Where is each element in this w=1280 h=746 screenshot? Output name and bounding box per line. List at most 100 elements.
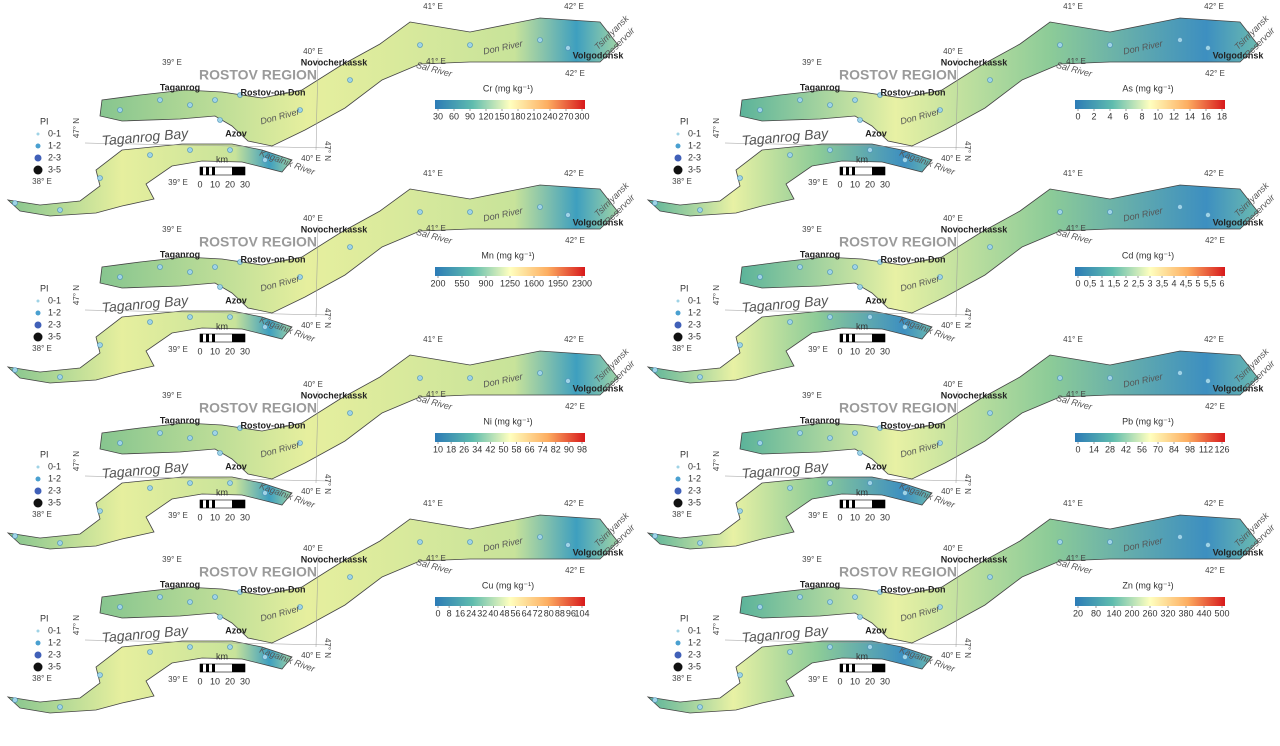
colorbar-tick-label: 26 <box>459 444 469 454</box>
legend-label: 2-3 <box>48 152 61 162</box>
colorbar-title: Cu (mg kg⁻¹) <box>482 580 534 590</box>
coordinate-label: 40° E <box>941 487 961 496</box>
coordinate-label: 42° E <box>1204 335 1224 344</box>
sample-point <box>697 374 703 380</box>
scale-bar-title: km <box>216 487 228 497</box>
coordinate-label: 47° N <box>712 118 721 138</box>
graticule <box>955 390 959 484</box>
graticule <box>955 224 959 318</box>
coordinate-label: 38° E <box>32 510 52 519</box>
scale-bar-segment <box>206 167 209 175</box>
coordinate-label: 42° E <box>564 335 584 344</box>
legend-label: 1-2 <box>688 473 701 483</box>
scale-bar-label: 0 <box>197 179 202 189</box>
colorbar-title: Zn (mg kg⁻¹) <box>1122 580 1173 590</box>
coordinate-label: 47° N <box>963 308 972 328</box>
sample-point <box>902 157 908 163</box>
coordinate-label: 41° E <box>426 554 446 563</box>
colorbar-tick-label: 270 <box>558 111 573 121</box>
legend-label: 3-5 <box>48 497 61 507</box>
sample-point <box>227 147 233 153</box>
coordinate-label: 42° E <box>565 69 585 78</box>
coordinate-label: 41° E <box>1066 57 1086 66</box>
colorbar-tick-label: 80 <box>1091 608 1101 618</box>
coordinate-label: 47° N <box>72 118 81 138</box>
colorbar-tick-label: 140 <box>1106 608 1121 618</box>
colorbar-tick-label: 112 <box>1199 444 1213 454</box>
sample-point <box>12 367 18 373</box>
sample-point <box>1205 378 1211 384</box>
sample-point <box>827 102 833 108</box>
coordinate-label: 42° E <box>1204 169 1224 178</box>
sample-point <box>347 244 353 250</box>
sample-point <box>652 367 658 373</box>
colorbar-tick-label: 0,5 <box>1084 278 1097 288</box>
sample-point <box>57 207 63 213</box>
sample-point <box>827 147 833 153</box>
coordinate-label: 41° E <box>426 390 446 399</box>
scale-bar-segment <box>852 334 855 342</box>
city-label: Novocherkassk <box>301 554 369 564</box>
scale-bar-segment <box>872 500 885 508</box>
scale-bar-label: 20 <box>865 512 875 522</box>
colorbar-title: Pb (mg kg⁻¹) <box>1122 416 1174 426</box>
sample-point <box>467 42 473 48</box>
colorbar-tick-label: 300 <box>574 111 589 121</box>
colorbar-title: Cd (mg kg⁻¹) <box>1122 250 1174 260</box>
coordinate-label: 47° N <box>963 474 972 494</box>
region-title: ROSTOV REGION <box>199 564 317 580</box>
sample-point <box>97 672 103 678</box>
coordinate-label: 40° E <box>303 544 323 553</box>
coordinate-label: 42° E <box>564 169 584 178</box>
sample-point <box>827 314 833 320</box>
legend-label: 3-5 <box>48 164 61 174</box>
sample-point <box>827 599 833 605</box>
sample-point <box>347 574 353 580</box>
sample-point <box>227 644 233 650</box>
scale-bar-title: km <box>856 154 868 164</box>
legend-symbol <box>36 299 40 303</box>
scale-bar-label: 20 <box>225 346 235 356</box>
sample-point <box>787 152 793 158</box>
colorbar-tick-label: 90 <box>465 111 475 121</box>
graticule <box>315 224 319 318</box>
colorbar-tick-label: 200 <box>1124 608 1139 618</box>
coordinate-label: 41° E <box>426 57 446 66</box>
sample-point <box>237 92 243 98</box>
city-label: Azov <box>225 461 247 471</box>
scale-bar-title: km <box>216 154 228 164</box>
coordinate-label: 40° E <box>303 47 323 56</box>
sample-point <box>117 440 123 446</box>
sample-point <box>12 533 18 539</box>
legend-label: 1-2 <box>688 637 701 647</box>
colorbar-tick-label: 18 <box>446 444 456 454</box>
scale-bar-label: 20 <box>225 676 235 686</box>
region-title: ROSTOV REGION <box>839 234 957 250</box>
sample-point <box>652 697 658 703</box>
legend-symbol <box>676 465 680 469</box>
sample-point <box>877 589 883 595</box>
sample-point <box>237 425 243 431</box>
colorbar-tick-label: 24 <box>466 608 476 618</box>
legend-symbol <box>36 465 40 469</box>
colorbar-tick-label: 0 <box>1075 111 1080 121</box>
sample-point <box>262 654 268 660</box>
legend-symbol <box>33 662 43 672</box>
legend-symbol <box>673 498 683 508</box>
graticule <box>315 390 319 484</box>
city-label: Azov <box>225 295 247 305</box>
sample-point <box>57 704 63 710</box>
sample-point <box>877 92 883 98</box>
colorbar-tick-label: 120 <box>478 111 493 121</box>
scale-bar-label: 10 <box>210 676 220 686</box>
sample-point <box>697 207 703 213</box>
colorbar-tick-label: 16 <box>1201 111 1211 121</box>
sample-point <box>1205 212 1211 218</box>
sample-point <box>147 485 153 491</box>
coordinate-label: 42° E <box>1205 236 1225 245</box>
sample-point <box>1177 204 1183 210</box>
sample-point <box>827 644 833 650</box>
scale-bar-label: 10 <box>210 346 220 356</box>
sample-point <box>57 374 63 380</box>
